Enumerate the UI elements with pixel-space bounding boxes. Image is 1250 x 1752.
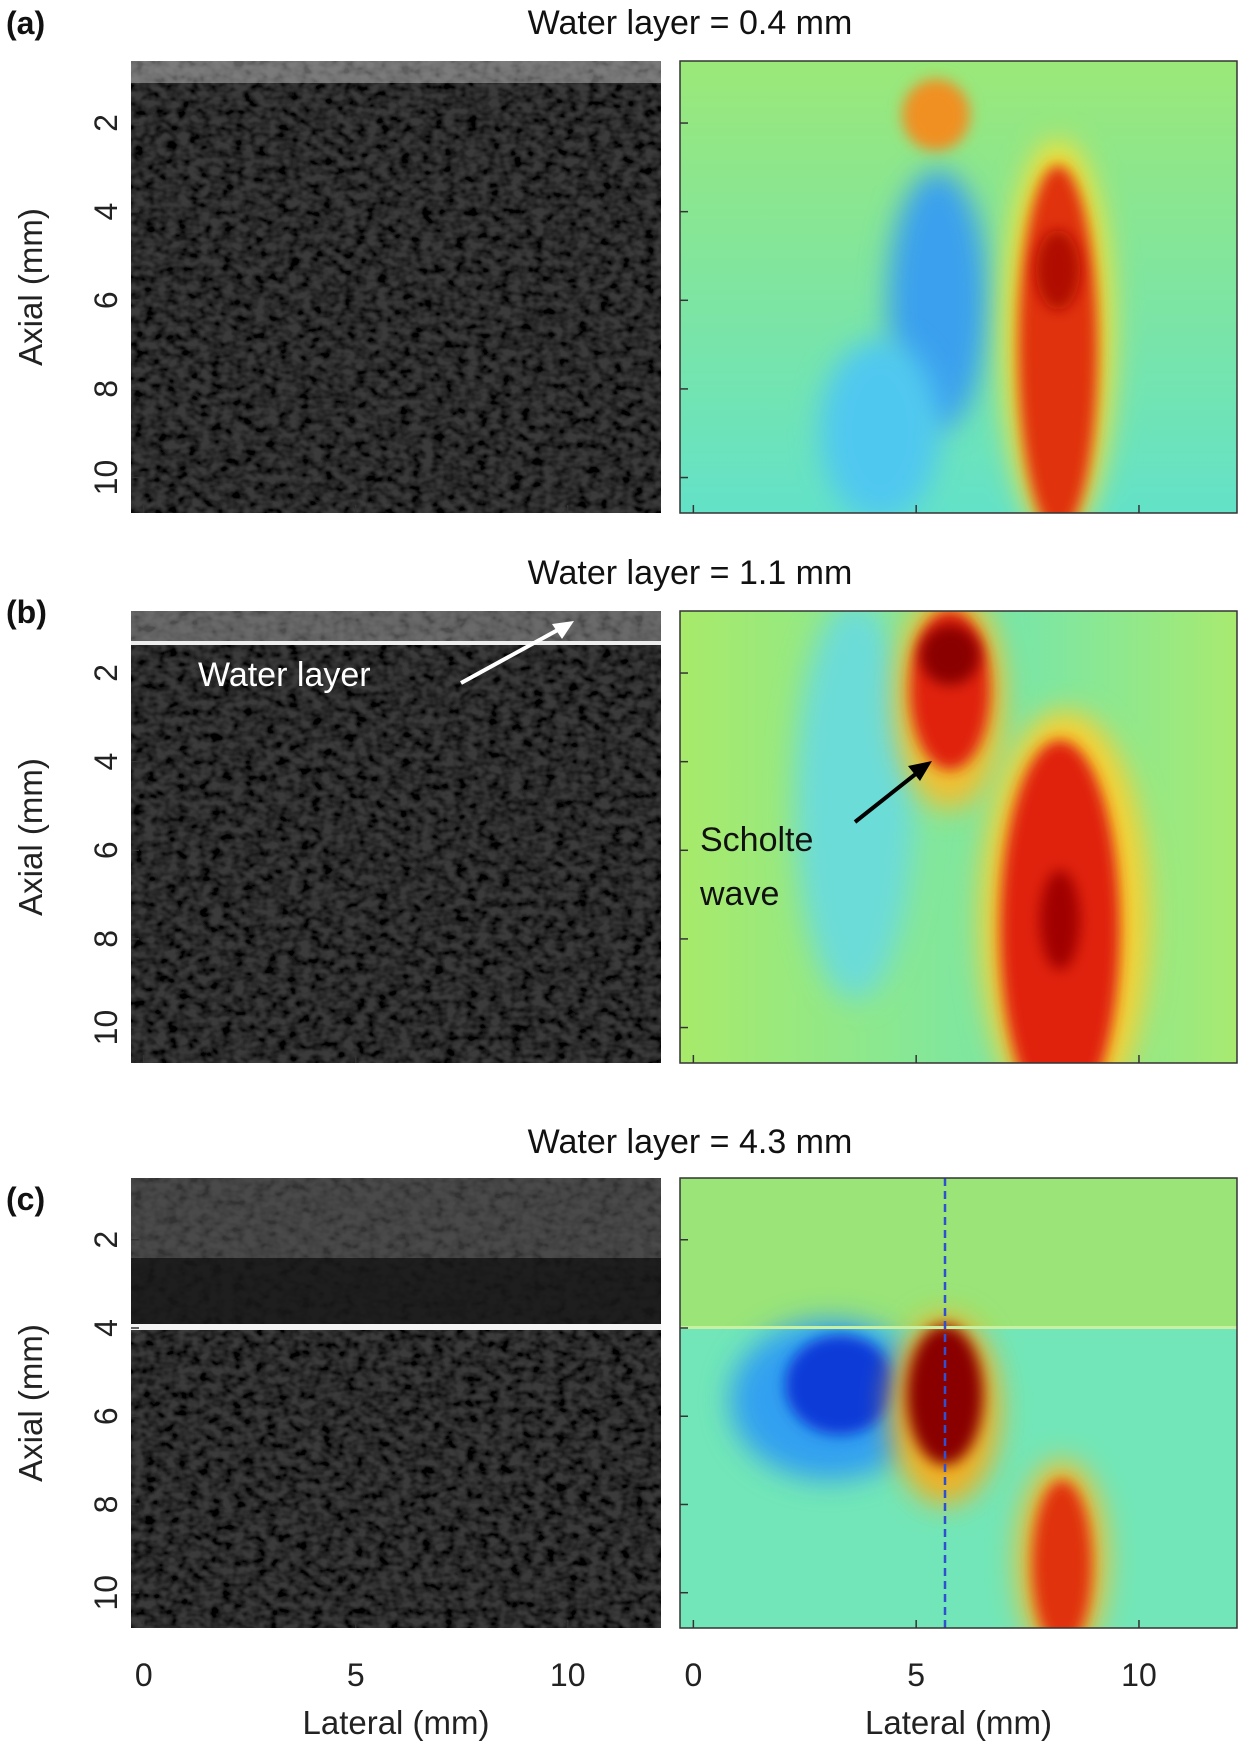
map-a — [680, 61, 1237, 513]
bmode-a — [131, 61, 661, 513]
panel-label: (a) — [6, 5, 45, 41]
y-tick-label: 10 — [88, 1575, 124, 1611]
frames — [679, 60, 1238, 1629]
panel-title: Water layer = 0.4 mm — [528, 4, 853, 42]
y-tick-label: 2 — [88, 114, 124, 132]
x-tick-label: 10 — [1121, 1657, 1157, 1693]
x-tick-label: 5 — [347, 1657, 365, 1693]
y-tick-label: 6 — [88, 291, 124, 309]
map-b — [680, 611, 1237, 1063]
arrows — [460, 621, 932, 824]
panel-title: Water layer = 4.3 mm — [528, 1123, 853, 1161]
x-axis-label: Lateral (mm) — [865, 1704, 1052, 1741]
panel-label: (c) — [6, 1181, 45, 1217]
bmode-b — [131, 611, 661, 1063]
y-tick-label: 8 — [88, 380, 124, 398]
y-tick-label: 8 — [88, 1496, 124, 1514]
annotation: Scholte — [700, 821, 813, 859]
y-tick-label: 2 — [88, 664, 124, 682]
y-tick-label: 10 — [88, 460, 124, 496]
map-c — [680, 1178, 1237, 1628]
annotation: wave — [699, 875, 779, 913]
y-tick-label: 4 — [88, 203, 124, 221]
annotation: Water layer — [198, 656, 371, 694]
x-tick-label: 10 — [550, 1657, 586, 1693]
y-axis-label: Axial (mm) — [12, 1324, 49, 1482]
y-tick-label: 6 — [88, 841, 124, 859]
x-tick-label: 5 — [907, 1657, 925, 1693]
y-tick-label: 6 — [88, 1407, 124, 1425]
y-axis-label: Axial (mm) — [12, 208, 49, 366]
y-tick-label: 4 — [88, 753, 124, 771]
x-tick-label: 0 — [684, 1657, 702, 1693]
x-tick-label: 0 — [135, 1657, 153, 1693]
y-axis-label: Axial (mm) — [12, 758, 49, 916]
y-tick-label: 8 — [88, 930, 124, 948]
bmode-images — [131, 61, 661, 1628]
x-axis-label: Lateral (mm) — [302, 1704, 489, 1741]
panel-title: Water layer = 1.1 mm — [528, 554, 853, 592]
panel-label: (b) — [6, 594, 47, 630]
y-tick-label: 10 — [88, 1010, 124, 1046]
y-tick-label: 4 — [88, 1319, 124, 1337]
y-tick-label: 2 — [88, 1231, 124, 1249]
